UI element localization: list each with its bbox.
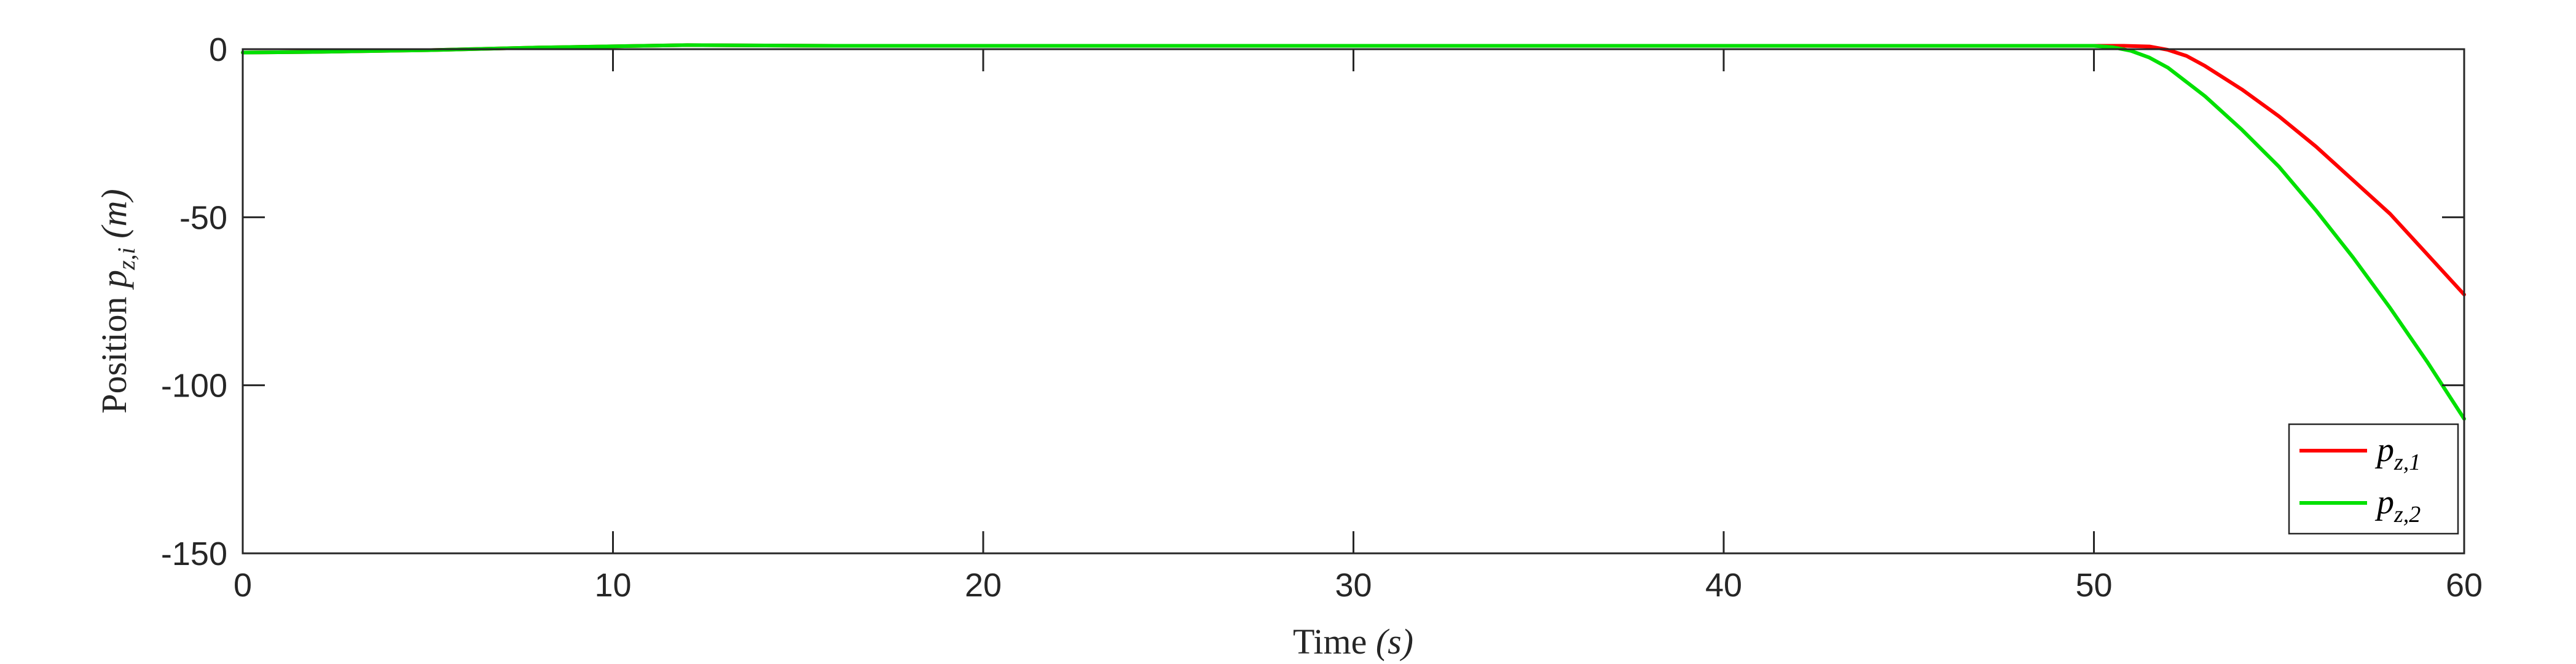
y-tick-label-2: -100 bbox=[161, 368, 227, 405]
legend-label-series-1: pz,1 bbox=[2374, 431, 2421, 475]
y-tick-label-1: -50 bbox=[179, 199, 227, 236]
y-axis-title: Position pz,i (m) bbox=[94, 189, 140, 413]
x-tick-label-1: 10 bbox=[594, 567, 631, 604]
tick-layer bbox=[242, 48, 2465, 555]
x-tick-label-5: 50 bbox=[2075, 567, 2112, 604]
legend-label-series-2-symbol: p bbox=[2374, 483, 2394, 521]
x-tick-label-0: 0 bbox=[234, 567, 252, 604]
plot-area-background bbox=[243, 49, 2464, 553]
y-axis-title-symbol: p bbox=[94, 270, 134, 290]
legend-box bbox=[2288, 423, 2459, 535]
y-tick-label-0: 0 bbox=[209, 31, 227, 68]
legend-label-series-2-subscript: z,2 bbox=[2393, 502, 2421, 528]
x-axis-title-text: Time bbox=[1293, 622, 1376, 662]
x-axis-title: Time (s) bbox=[1293, 622, 1413, 662]
y-axis-title-unit: (m) bbox=[94, 189, 134, 239]
y-axis-title-subscript: z,i bbox=[112, 247, 140, 271]
y-tick-label-3: -150 bbox=[161, 536, 227, 572]
x-tick-label-6: 60 bbox=[2446, 567, 2483, 604]
legend-label-series-1-symbol: p bbox=[2374, 431, 2394, 469]
x-axis-title-unit: (s) bbox=[1376, 622, 1413, 662]
x-tick-label-3: 30 bbox=[1335, 567, 1372, 604]
x-tick-label-2: 20 bbox=[965, 567, 1002, 604]
y-axis-title-text: Position bbox=[94, 288, 134, 414]
legend-label-series-2: pz,2 bbox=[2374, 483, 2421, 528]
x-tick-labels: 0 10 20 30 40 50 60 bbox=[234, 567, 2483, 604]
y-tick-labels: 0 -50 -100 -150 bbox=[161, 31, 227, 572]
y-axis-title-space bbox=[94, 239, 134, 248]
legend: pz,1 pz,2 bbox=[2288, 423, 2459, 535]
legend-label-series-1-subscript: z,1 bbox=[2393, 449, 2421, 475]
x-tick-label-4: 40 bbox=[1705, 567, 1742, 604]
